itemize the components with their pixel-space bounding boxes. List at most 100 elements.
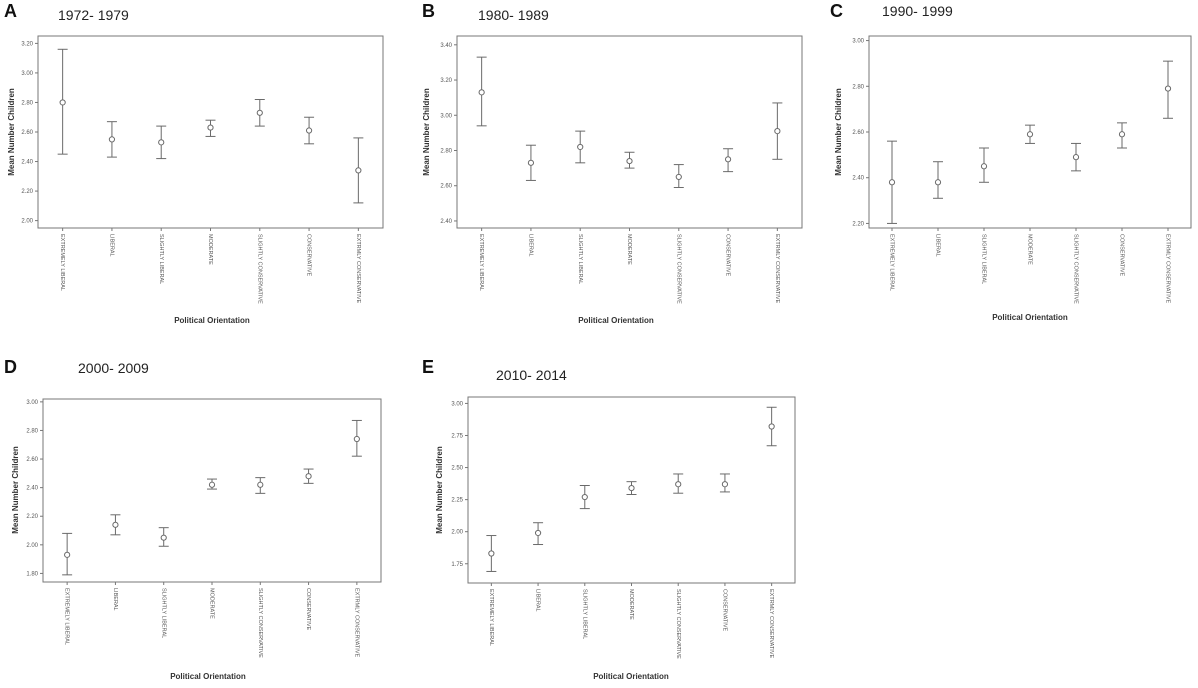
y-tick-label: 2.00: [21, 219, 33, 225]
y-tick-label: 2.80: [21, 100, 33, 106]
x-category-label: EXTRMLY CONSERVATIVE: [353, 588, 359, 658]
x-category-label: SLIGHTLY LIBERAL: [981, 234, 987, 284]
y-tick-label: 2.40: [852, 176, 864, 182]
error-bar-2: [106, 121, 117, 158]
x-category-label: CONSERVATIVE: [725, 234, 731, 277]
error-bar-1: [486, 535, 497, 572]
mean-point: [527, 159, 535, 166]
y-tick-label: 2.00: [451, 530, 463, 536]
y-tick-label: 2.40: [26, 486, 38, 492]
y-tick-label: 2.40: [21, 160, 33, 166]
mean-point: [158, 139, 165, 146]
error-bar-2: [110, 514, 121, 536]
error-bar-1: [57, 48, 68, 155]
mean-point: [980, 163, 988, 170]
mean-point: [488, 550, 495, 557]
mean-point: [1164, 85, 1172, 92]
mean-point: [774, 128, 781, 135]
mean-point: [1072, 154, 1080, 161]
panel-title: 2010- 2014: [496, 367, 567, 383]
error-bar-3: [156, 125, 167, 160]
y-tick-label: 3.00: [21, 71, 33, 77]
x-category-label: MODERATE: [207, 234, 213, 265]
x-category-label: EXTREMELY LIBERAL: [478, 234, 484, 291]
x-category-label: MODERATE: [626, 234, 632, 265]
x-category-label: LIBERAL: [108, 234, 114, 257]
mean-point: [207, 124, 214, 131]
panel-title: 1972- 1979: [58, 7, 129, 23]
y-tick-label: 2.20: [852, 221, 864, 227]
error-bar-7: [353, 137, 364, 204]
chart-panel-e: E 2010- 2014 1.75 2.00 2.25 2.50 2.75 3.00 EXTRE…: [422, 357, 796, 681]
mean-point: [534, 529, 542, 537]
x-axis-title: Political Orientation: [174, 316, 250, 325]
mean-point: [934, 179, 942, 186]
y-axis-title: Mean Number Children: [422, 88, 431, 176]
x-category-label: CONSERVATIVE: [305, 588, 311, 631]
error-bar-4: [205, 119, 216, 137]
y-tick-label: 2.50: [451, 466, 463, 472]
error-bar-4: [626, 481, 637, 495]
mean-point: [108, 136, 116, 143]
x-category-label: EXTREMELY LIBERAL: [59, 234, 65, 291]
mean-point: [208, 481, 216, 488]
x-category-label: SLIGHTLY LIBERAL: [160, 588, 166, 638]
x-category-label: EXTREMELY LIBERAL: [64, 588, 70, 645]
error-bar-6: [723, 148, 734, 173]
mean-point: [257, 481, 264, 488]
panel-letter: D: [4, 357, 17, 377]
mean-point: [675, 173, 682, 181]
error-bar-7: [772, 102, 783, 160]
y-axis-title: Mean Number Children: [435, 446, 444, 534]
mean-point: [1118, 131, 1126, 138]
y-tick-label: 3.00: [852, 39, 864, 45]
mean-point: [59, 99, 66, 106]
x-category-label: SLIGHTLY CONSERVATIVE: [1073, 234, 1079, 304]
y-tick-label: 3.00: [451, 401, 463, 407]
mean-point: [112, 521, 119, 528]
y-tick-label: 2.40: [440, 219, 452, 225]
y-tick-label: 2.60: [440, 184, 452, 190]
error-bar-1: [887, 140, 897, 224]
y-tick-label: 2.80: [852, 84, 864, 90]
error-bar-7: [351, 419, 362, 457]
plot-frame: [42, 398, 382, 583]
mean-point: [64, 551, 71, 558]
y-tick-label: 2.00: [26, 543, 38, 549]
x-category-label: CONSERVATIVE: [721, 589, 727, 632]
error-bar-5: [1071, 142, 1081, 172]
y-tick-label: 3.40: [440, 43, 452, 49]
mean-point: [355, 167, 362, 174]
mean-point: [721, 481, 729, 488]
error-bar-3: [579, 485, 590, 510]
x-category-label: SLIGHTLY CONSERVATIVE: [675, 589, 681, 659]
error-bar-6: [719, 473, 730, 493]
panel-title: 1980- 1989: [478, 7, 549, 23]
x-category-label: CONSERVATIVE: [306, 234, 312, 277]
chart-panel-a: A 1972- 1979 2.00 2.20 2.40 2.60 2.80 3.00 3.20 E…: [4, 1, 384, 325]
mean-point: [888, 179, 896, 186]
x-category-label: EXTREMELY LIBERAL: [889, 234, 895, 291]
error-bar-5: [673, 473, 684, 494]
mean-point: [724, 156, 732, 163]
mean-point: [353, 435, 360, 443]
error-bar-2: [533, 522, 544, 546]
x-category-label: MODERATE: [628, 589, 634, 620]
error-bar-6: [303, 468, 314, 484]
error-bar-7: [1163, 60, 1173, 119]
panel-letter: E: [422, 357, 434, 377]
mean-point: [768, 423, 775, 430]
y-tick-label: 2.20: [26, 514, 38, 520]
error-bar-1: [62, 532, 73, 576]
panel-letter: C: [830, 1, 843, 21]
mean-point: [256, 109, 263, 116]
y-tick-label: 2.20: [21, 189, 33, 195]
x-category-label: LIBERAL: [935, 234, 941, 257]
y-tick-label: 2.80: [26, 428, 38, 434]
y-tick-label: 3.20: [440, 78, 452, 84]
x-category-label: EXTRMLY CONSERVATIVE: [768, 589, 774, 659]
x-axis-title: Political Orientation: [992, 313, 1068, 322]
chart-panel-d: D 2000- 2009 1.80 2.00 2.20 2.40 2.60 2.80 3.00 E…: [4, 357, 382, 681]
y-tick-label: 2.25: [451, 498, 463, 504]
